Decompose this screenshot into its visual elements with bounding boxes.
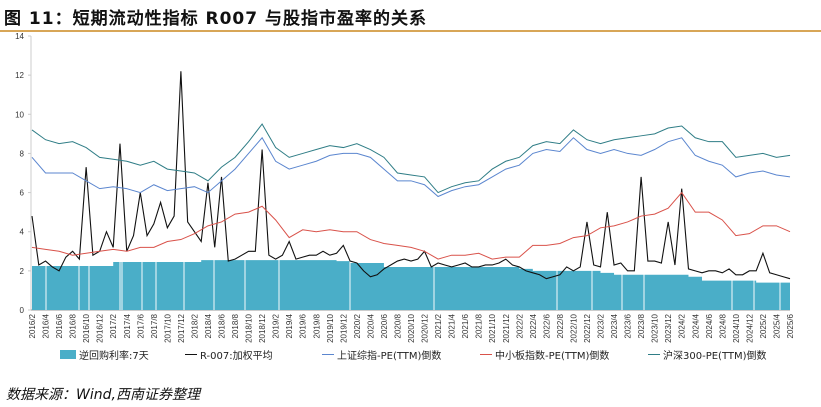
x-tick-label: 2022/10 — [569, 313, 578, 342]
x-tick-label: 2021/12 — [502, 313, 511, 342]
x-tick-label: 2022/12 — [583, 313, 592, 342]
x-tick-label: 2025/6 — [786, 313, 795, 338]
x-tick-label: 2021/6 — [461, 313, 470, 338]
legend-item: 逆回购利率:7天 — [60, 347, 149, 362]
x-tick-label: 2017/8 — [150, 313, 159, 338]
x-tick-label: 2021/4 — [448, 313, 457, 338]
x-tick-label: 2025/4 — [772, 313, 781, 338]
x-tick-label: 2020/10 — [407, 313, 416, 342]
x-tick-label: 2024/2 — [678, 313, 687, 338]
legend-label: R-007:加权平均 — [200, 351, 273, 362]
legend-item: 中小板指数-PE(TTM)倒数 — [480, 347, 609, 362]
legend-swatch — [185, 353, 197, 356]
x-tick-label: 2017/10 — [163, 313, 172, 342]
y-tick-label: 12 — [15, 71, 24, 80]
y-tick-label: 4 — [20, 228, 25, 237]
x-tick-label: 2024/6 — [705, 313, 714, 338]
x-tick-label: 2022/6 — [542, 313, 551, 338]
figure-title: 图 11：短期流动性指标 R007 与股指市盈率的关系 — [4, 9, 427, 29]
x-tick-label: 2016/6 — [55, 313, 64, 338]
x-tick-label: 2018/2 — [190, 313, 199, 338]
x-tick-label: 2019/12 — [339, 313, 348, 342]
x-tick-label: 2020/6 — [380, 313, 389, 338]
legend-label: 上证综指-PE(TTM)倒数 — [337, 351, 442, 362]
legend-label: 沪深300-PE(TTM)倒数 — [663, 351, 767, 362]
x-tick-label: 2016/2 — [28, 313, 37, 338]
x-tick-label: 2024/8 — [718, 313, 727, 338]
x-tick-label: 2018/4 — [204, 313, 213, 338]
x-tick-label: 2017/4 — [123, 313, 132, 338]
y-tick-label: 14 — [15, 32, 24, 41]
x-tick-label: 2018/12 — [258, 313, 267, 342]
x-tick-label: 2024/10 — [732, 313, 741, 342]
x-tick-label: 2022/2 — [515, 313, 524, 338]
x-tick-label: 2024/4 — [691, 313, 700, 338]
x-tick-label: 2025/2 — [759, 313, 768, 338]
x-tick-label: 2017/2 — [109, 313, 118, 338]
x-tick-label: 2017/6 — [136, 313, 145, 338]
x-tick-label: 2016/12 — [96, 313, 105, 342]
repo-rate-area — [32, 260, 790, 310]
x-tick-label: 2020/12 — [421, 313, 430, 342]
legend-swatch — [648, 353, 660, 356]
legend-swatch — [322, 353, 334, 356]
legend-label: 逆回购利率:7天 — [79, 351, 149, 362]
chart-plot: 0 2 4 6 8 10 12 14 2016/2 2016/4 2016/6 2016/8 2016/… — [15, 32, 795, 343]
legend-item: 上证综指-PE(TTM)倒数 — [322, 347, 441, 362]
x-tick-label: 2023/10 — [651, 313, 660, 342]
legend-item: R-007:加权平均 — [185, 347, 273, 362]
x-tick-label: 2024/12 — [745, 313, 754, 342]
x-tick-label: 2022/4 — [529, 313, 538, 338]
x-tick-label: 2021/8 — [475, 313, 484, 338]
x-tick-label: 2023/8 — [637, 313, 646, 338]
x-tick-label: 2020/8 — [393, 313, 402, 338]
x-tick-label: 2019/2 — [272, 313, 281, 338]
series-line-4 — [31, 123, 791, 194]
x-tick-label: 2017/12 — [177, 313, 186, 342]
x-tick-label: 2019/10 — [326, 313, 335, 342]
y-tick-label: 2 — [20, 267, 25, 276]
y-tick-label: 10 — [15, 110, 24, 119]
x-tick-label: 2021/2 — [434, 313, 443, 338]
y-tick-label: 0 — [20, 306, 25, 315]
x-tick-label: 2019/4 — [285, 313, 294, 338]
legend-label: 中小板指数-PE(TTM)倒数 — [495, 351, 610, 362]
x-tick-label: 2022/8 — [556, 313, 565, 338]
y-tick-label: 8 — [20, 149, 25, 158]
x-tick-label: 2018/6 — [218, 313, 227, 338]
x-tick-label: 2016/4 — [42, 313, 51, 338]
title-divider — [0, 30, 821, 32]
x-tick-label: 2016/10 — [82, 313, 91, 342]
legend-swatch — [60, 350, 76, 359]
x-tick-label: 2018/10 — [245, 313, 254, 342]
x-tick-label: 2021/10 — [488, 313, 497, 342]
series-line-2 — [31, 136, 791, 198]
legend-swatch — [480, 353, 492, 356]
x-tick-label: 2016/8 — [69, 313, 78, 338]
x-tick-label: 2023/4 — [610, 313, 619, 338]
x-tick-label: 2018/8 — [231, 313, 240, 338]
x-tick-label: 2023/2 — [597, 313, 606, 338]
source-note: 数据来源：Wind,西南证券整理 — [6, 387, 200, 403]
x-tick-label: 2023/12 — [664, 313, 673, 342]
y-tick-label: 6 — [20, 189, 25, 198]
x-tick-label: 2019/6 — [299, 313, 308, 338]
x-tick-label: 2020/2 — [353, 313, 362, 338]
x-tick-label: 2020/4 — [366, 313, 375, 338]
legend-item: 沪深300-PE(TTM)倒数 — [648, 347, 767, 362]
x-tick-label: 2023/6 — [624, 313, 633, 338]
x-tick-label: 2019/8 — [312, 313, 321, 338]
